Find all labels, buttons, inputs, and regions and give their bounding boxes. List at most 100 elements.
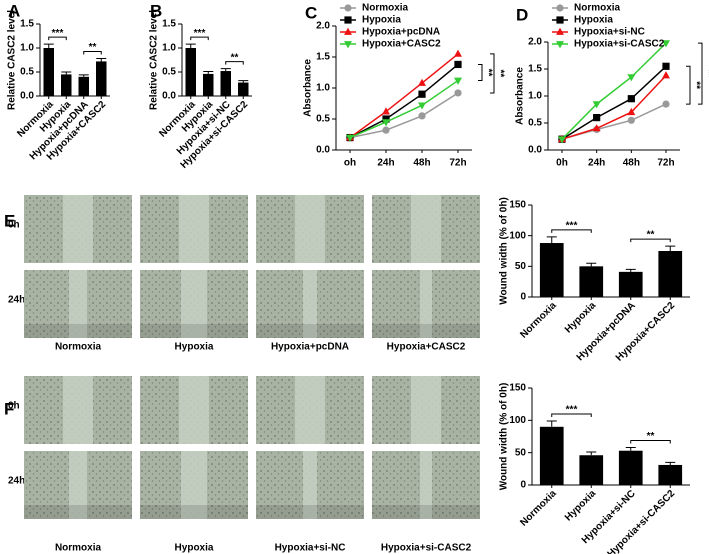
significance-label: ** — [494, 70, 505, 78]
y-tick-label: 1.0 — [316, 83, 330, 94]
column-label: Normoxia — [55, 342, 102, 353]
point — [627, 74, 636, 82]
bar — [579, 266, 604, 297]
vignette — [372, 505, 480, 519]
wound-gap — [69, 270, 87, 338]
bar — [96, 61, 107, 96]
significance-label: *** — [194, 28, 206, 39]
bar — [43, 48, 54, 96]
legend-label: Hypoxia — [574, 15, 613, 26]
error-bar — [586, 451, 597, 456]
point — [662, 40, 670, 48]
significance-bracket — [630, 439, 671, 444]
bar — [185, 48, 196, 96]
vignette — [256, 505, 364, 519]
error-bar — [546, 236, 557, 244]
series-line — [349, 92, 459, 139]
point — [418, 90, 426, 98]
y-axis-label: Wound width (% of 0h) — [499, 383, 510, 491]
point — [592, 124, 601, 132]
significance-bracket — [551, 413, 592, 417]
column-label: Hypoxia+CASC2 — [387, 342, 466, 353]
significance-label: ** — [690, 81, 701, 89]
point — [593, 114, 601, 122]
bar — [238, 82, 249, 96]
point — [627, 107, 636, 116]
point — [662, 100, 670, 108]
panel-letter: C — [305, 3, 317, 22]
wound-gap — [181, 270, 207, 338]
legend-marker — [556, 16, 564, 24]
significance-bracket — [190, 36, 209, 41]
legend-marker — [556, 41, 564, 49]
significance-bracket — [83, 51, 102, 55]
bar — [618, 271, 643, 297]
bar — [658, 464, 683, 485]
legend-marker — [556, 4, 564, 12]
wound-gap — [411, 376, 441, 444]
x-tick-label: Normoxia — [518, 488, 559, 529]
significance-label: ** — [647, 230, 655, 241]
column-label: Hypoxia+pcDNA — [271, 342, 349, 353]
significance-bracket — [478, 63, 483, 82]
vignette — [372, 324, 480, 338]
y-axis-label: Relative CASC2 level — [7, 10, 18, 110]
vignette — [24, 505, 132, 519]
bar — [203, 73, 214, 96]
y-tick-label: 0.0 — [316, 145, 330, 156]
x-tick-label: Hypoxia — [563, 488, 599, 524]
significance-label: *** — [566, 405, 578, 416]
legend-label: Normoxia — [362, 3, 409, 14]
x-tick-label: 0h — [556, 158, 568, 169]
wound-gap — [63, 376, 93, 444]
legend-marker — [344, 16, 352, 24]
series-line — [561, 42, 667, 140]
y-axis-label: Relative CASC2 level — [149, 10, 160, 110]
bar — [658, 251, 683, 297]
error-bar — [546, 420, 557, 427]
point — [558, 136, 566, 144]
y-tick-label: 0.0 — [162, 91, 176, 102]
y-tick-label: 1.0 — [528, 91, 542, 102]
error-bar — [625, 446, 636, 451]
wound-gap — [63, 195, 93, 263]
error-bar — [203, 71, 214, 74]
x-tick-label: 24h — [588, 158, 605, 169]
y-tick-label: 1.5 — [162, 19, 176, 30]
point — [662, 71, 670, 79]
y-axis-label: Absorbance — [515, 67, 526, 125]
significance-bracket — [551, 229, 592, 233]
row-label: 24h — [8, 295, 25, 306]
wound-gap — [420, 451, 432, 519]
y-tick-label: 0 — [520, 480, 526, 491]
y-tick-label: 0.5 — [20, 67, 34, 78]
point — [592, 101, 601, 109]
error-bar — [43, 43, 54, 48]
wound-gap — [179, 195, 209, 263]
error-bar — [665, 461, 676, 465]
point — [382, 119, 390, 127]
y-tick-label: 0.5 — [162, 67, 176, 78]
wound-gap — [295, 376, 325, 444]
y-tick-label: 50 — [515, 261, 527, 272]
vignette — [140, 505, 248, 519]
legend-label: Hypoxia+CASC2 — [362, 39, 441, 50]
point — [382, 126, 390, 134]
series-line — [349, 63, 459, 139]
point — [454, 49, 462, 57]
bar — [61, 74, 72, 96]
wound-gap — [181, 451, 207, 519]
series-line — [349, 79, 459, 139]
y-tick-label: 1.5 — [316, 52, 330, 63]
series-line — [561, 74, 667, 140]
y-tick-label: 100 — [509, 415, 526, 426]
panel-letter: B — [150, 1, 162, 20]
y-tick-label: 2.0 — [316, 21, 330, 32]
point — [418, 112, 426, 120]
y-axis-label: Wound width (% of 0h) — [499, 197, 510, 305]
significance-label: ** — [89, 42, 97, 53]
point — [382, 115, 390, 123]
significance-bracket — [225, 61, 244, 65]
x-tick-label: 48h — [413, 158, 430, 169]
bar — [579, 455, 604, 485]
